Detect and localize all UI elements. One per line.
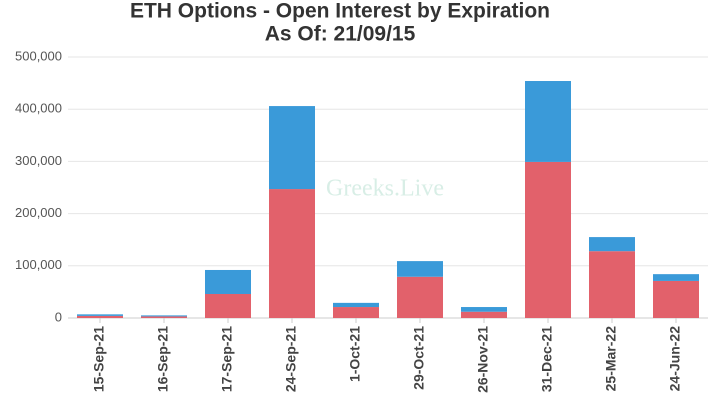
y-tick-label: 300,000 <box>15 153 62 168</box>
bar-segment <box>589 237 635 252</box>
bar-segment <box>269 189 315 318</box>
y-tick-label: 100,000 <box>15 257 62 272</box>
bar-segment <box>141 316 187 318</box>
y-tick-label: 500,000 <box>15 48 62 63</box>
x-tick-label: 16-Sep-21 <box>155 326 171 392</box>
chart-title: ETH Options - Open Interest by Expiratio… <box>130 0 550 23</box>
watermark: Greeks.Live <box>326 176 444 202</box>
bar-segment <box>653 280 699 318</box>
bar-segment <box>333 307 379 318</box>
bar-segment <box>333 302 379 308</box>
x-tick-label: 24-Jun-22 <box>667 326 683 392</box>
bar-segment <box>77 315 123 318</box>
bar-segment <box>461 307 507 312</box>
x-tick-label: 31-Dec-21 <box>539 326 555 392</box>
x-tick-label: 25-Mar-22 <box>603 326 619 392</box>
bar-segment <box>205 269 251 294</box>
x-tick-label: 29-Oct-21 <box>411 326 427 390</box>
bar-segment <box>397 276 443 318</box>
bar-segment <box>525 81 571 162</box>
bar-segment <box>397 261 443 277</box>
y-tick-label: 400,000 <box>15 101 62 116</box>
bar-segment <box>141 315 187 317</box>
x-tick-label: 17-Sep-21 <box>219 326 235 392</box>
bar-segment <box>589 251 635 318</box>
x-tick-label: 1-Oct-21 <box>347 326 363 382</box>
y-tick-label: 0 <box>55 309 62 324</box>
bar-segment <box>269 106 315 190</box>
bar-segment <box>205 293 251 318</box>
bar-segment <box>461 311 507 318</box>
bar-segment <box>77 314 123 316</box>
bar-segment <box>653 274 699 281</box>
bar-segment <box>525 161 571 318</box>
x-tick-label: 24-Sep-21 <box>283 326 299 392</box>
x-tick-label: 26-Nov-21 <box>475 326 491 393</box>
chart-subtitle: As Of: 21/09/15 <box>265 23 416 46</box>
y-tick-label: 200,000 <box>15 205 62 220</box>
x-tick-label: 15-Sep-21 <box>91 326 107 392</box>
